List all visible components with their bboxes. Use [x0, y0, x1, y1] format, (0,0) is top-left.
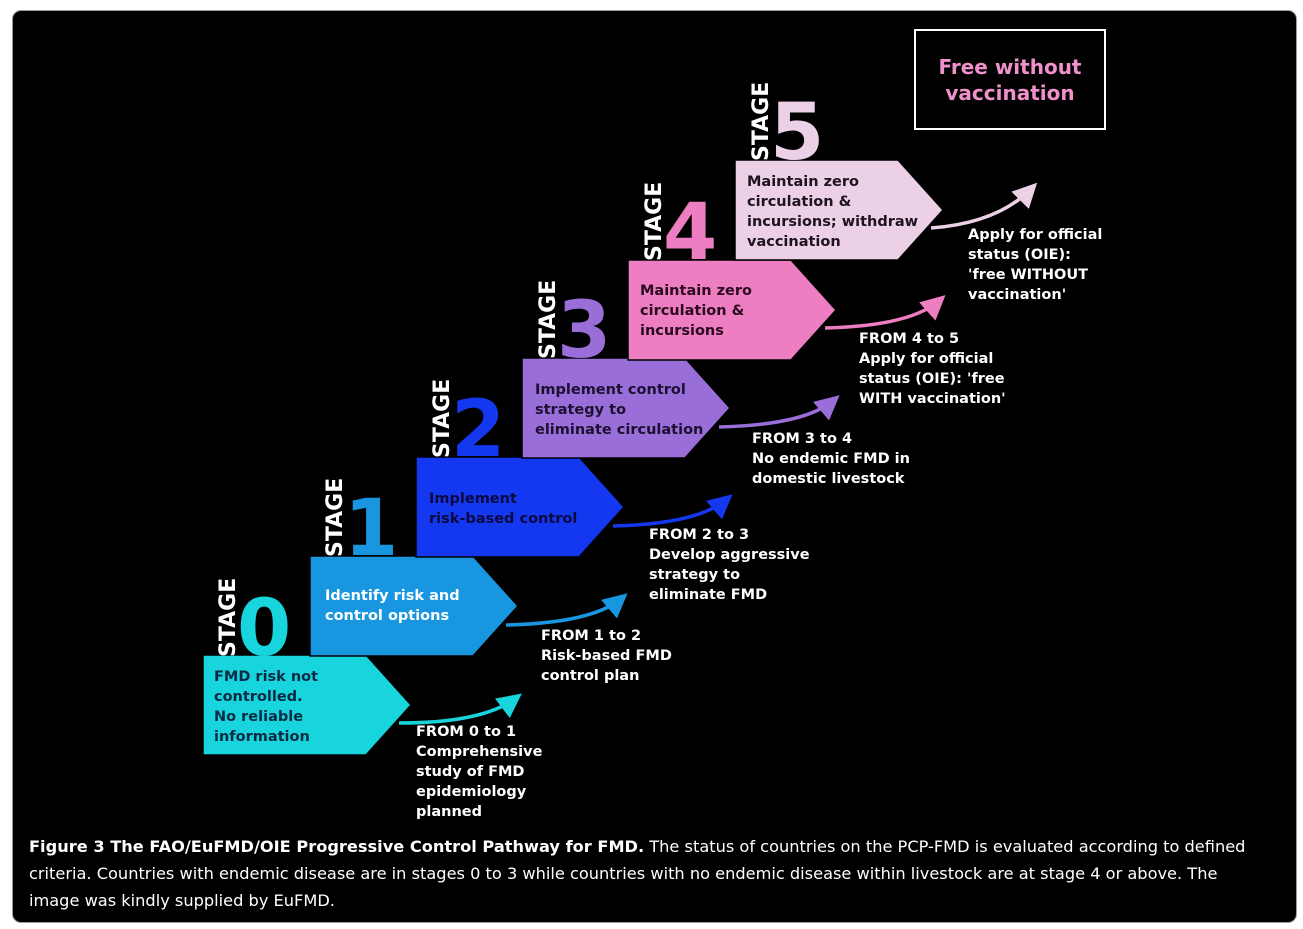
- stage-number: 2: [451, 385, 505, 475]
- stage-arrow-shape: [309, 555, 520, 657]
- stage-description-line: Implement: [429, 491, 517, 507]
- transition-line: epidemiology: [416, 784, 527, 800]
- stage-number: 4: [663, 188, 717, 278]
- transition-line: domestic livestock: [752, 471, 905, 487]
- transition-line: FROM 1 to 2: [541, 628, 641, 644]
- transition-line: FROM 2 to 3: [649, 527, 749, 543]
- stage-description-line: incursions; withdraw: [747, 214, 918, 230]
- transition-arrow: [612, 494, 733, 528]
- transition-arrow: [718, 395, 840, 429]
- transition-label: Apply for official status (OIE): 'free WIT…: [968, 227, 1102, 303]
- transition-line: Risk-based FMD: [541, 648, 672, 664]
- transition-line: Apply for official: [859, 351, 993, 367]
- transition-line: status (OIE): 'free: [859, 371, 1005, 387]
- transition-line: WITH vaccination': [859, 391, 1006, 407]
- transition-arrow: [505, 593, 628, 627]
- transition-line: status (OIE):: [968, 247, 1071, 263]
- transition-arrow: [930, 182, 1038, 230]
- transition-label: FROM 1 to 2 Risk-based FMD control plan: [541, 628, 672, 684]
- stage-description-line: Implement control: [535, 382, 686, 398]
- stage-word: STAGE: [323, 478, 348, 557]
- stage-number: 1: [344, 484, 398, 574]
- transition-line: FROM 3 to 4: [752, 431, 852, 447]
- stage-description-line: No reliable: [214, 709, 303, 725]
- stage-description-line: Maintain zero: [747, 174, 859, 190]
- stage-description-line: FMD risk not: [214, 669, 318, 685]
- transition-line: Develop aggressive: [649, 547, 810, 563]
- transition-line: FROM 4 to 5: [859, 331, 959, 347]
- final-box-line: Free without: [938, 55, 1081, 79]
- stage-description-line: eliminate circulation: [535, 422, 703, 438]
- stage-word: STAGE: [430, 379, 455, 458]
- stage-number: 0: [237, 584, 291, 674]
- stage-description-line: strategy to: [535, 402, 626, 418]
- stage-arrow-shape: [734, 159, 945, 261]
- caption-body: The status of countries on the PCP-FMD i…: [29, 837, 1246, 910]
- final-box-line: vaccination: [945, 81, 1074, 105]
- transition-arrow: [398, 693, 522, 725]
- transition-line: control plan: [541, 668, 639, 684]
- transition-line: FROM 0 to 1: [416, 724, 516, 740]
- transition-label: FROM 3 to 4 No endemic FMD in domestic liv…: [752, 431, 910, 487]
- transition-arrow: [824, 295, 946, 330]
- transition-line: Comprehensive: [416, 744, 543, 760]
- stage-description-line: Identify risk and: [325, 588, 460, 604]
- stage-description-line: control options: [325, 608, 449, 624]
- transition-line: eliminate FMD: [649, 587, 767, 603]
- stage-word: STAGE: [536, 280, 561, 359]
- transition-line: planned: [416, 804, 482, 820]
- stage-description-line: vaccination: [747, 234, 841, 250]
- stage-word: STAGE: [642, 182, 667, 261]
- transition-line: study of FMD: [416, 764, 524, 780]
- transition-label: FROM 0 to 1 Comprehensive study of FMD epid…: [416, 724, 543, 820]
- transition-line: strategy to: [649, 567, 740, 583]
- stage-arrow-shape: [415, 456, 626, 558]
- final-box-border: [914, 29, 1106, 130]
- figure-frame: STAGE 0 FMD risk not controlled. No reliable…: [12, 10, 1297, 923]
- stage-description-line: controlled.: [214, 689, 303, 705]
- stage-description-line: circulation &: [747, 194, 852, 210]
- transition-line: No endemic FMD in: [752, 451, 910, 467]
- figure-caption: Figure 3 The FAO/EuFMD/OIE Progressive C…: [29, 833, 1269, 914]
- stage-number: 5: [770, 88, 824, 178]
- stage-description-line: circulation &: [640, 303, 745, 319]
- transition-line: vaccination': [968, 287, 1066, 303]
- transition-line: Apply for official: [968, 227, 1102, 243]
- caption-title: Figure 3 The FAO/EuFMD/OIE Progressive C…: [29, 837, 645, 856]
- stage-number: 3: [557, 286, 611, 376]
- stage-word: STAGE: [749, 82, 774, 161]
- transition-label: FROM 2 to 3 Develop aggressive strategy to…: [649, 527, 810, 603]
- transition-line: 'free WITHOUT: [968, 267, 1088, 283]
- stage-description-line: Maintain zero: [640, 283, 752, 299]
- stage-word: STAGE: [216, 578, 241, 657]
- transition-label: FROM 4 to 5 Apply for official status (OIE…: [859, 331, 1006, 407]
- stage-description-line: information: [214, 729, 310, 745]
- stage-description-line: risk-based control: [429, 511, 577, 527]
- stage-description-line: incursions: [640, 323, 724, 339]
